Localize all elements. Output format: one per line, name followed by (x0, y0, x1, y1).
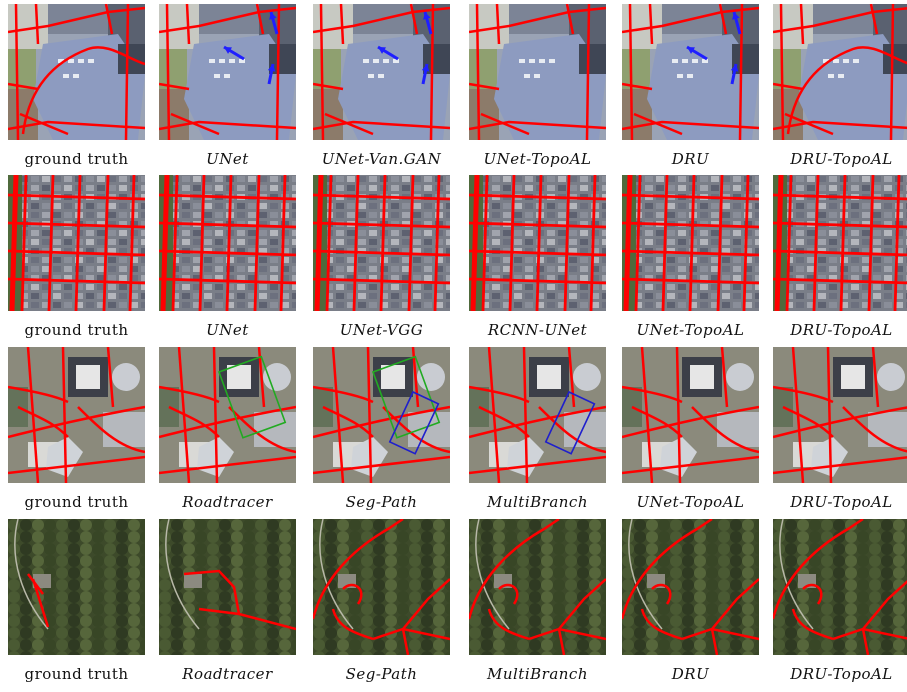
panel-caption: Seg-Path (345, 493, 418, 511)
panel-caption: UNet-VGG (339, 321, 424, 339)
panel-caption: ground truth (24, 665, 129, 683)
panel-caption: DRU-TopoAL (790, 493, 893, 511)
aerial-image (469, 347, 606, 483)
panel-caption: ground truth (24, 150, 129, 168)
aerial-image (8, 4, 145, 140)
aerial-image (8, 175, 145, 311)
aerial-image (159, 4, 296, 140)
panel-caption: UNet-TopoAL (636, 321, 745, 339)
panel-caption: Roadtracer (182, 493, 273, 511)
aerial-image (773, 347, 907, 483)
highlight-arrow (223, 45, 245, 61)
panel-caption: DRU-TopoAL (790, 150, 893, 168)
aerial-image (469, 519, 606, 655)
highlight-box (371, 355, 441, 439)
highlight-arrow (377, 45, 399, 61)
aerial-image (622, 175, 759, 311)
highlight-arrow (730, 63, 739, 85)
panel-caption: DRU (671, 665, 710, 683)
aerial-image (8, 347, 145, 483)
panel-caption: UNet (206, 321, 249, 339)
aerial-image (622, 519, 759, 655)
panel-caption: DRU (671, 150, 710, 168)
highlight-arrow (423, 11, 433, 35)
aerial-image (773, 4, 907, 140)
aerial-image (8, 519, 145, 655)
aerial-image (773, 175, 907, 311)
highlight-arrow (732, 11, 742, 35)
highlight-arrow (686, 45, 708, 61)
panel-caption: ground truth (24, 321, 129, 339)
panel-caption: UNet-TopoAL (483, 150, 592, 168)
panel-caption: UNet-Van.GAN (321, 150, 442, 168)
aerial-image (469, 175, 606, 311)
aerial-image (469, 4, 606, 140)
aerial-image (159, 347, 296, 483)
figure-grid: ground truth UNet UN (8, 4, 907, 688)
panel-caption: MultiBranch (486, 665, 588, 683)
aerial-image (159, 175, 296, 311)
panel-caption: UNet-TopoAL (636, 493, 745, 511)
highlight-box (217, 355, 287, 439)
panel-caption: Roadtracer (182, 665, 273, 683)
panel-caption: UNet (206, 150, 249, 168)
aerial-image (313, 175, 450, 311)
aerial-image (622, 347, 759, 483)
panel-caption: ground truth (24, 493, 129, 511)
aerial-image (313, 4, 450, 140)
aerial-image (622, 4, 759, 140)
panel-caption: RCNN-UNet (487, 321, 588, 339)
highlight-box (544, 390, 596, 455)
aerial-image (159, 519, 296, 655)
panel-caption: DRU-TopoAL (790, 665, 893, 683)
highlight-box (388, 390, 440, 455)
panel-caption: DRU-TopoAL (790, 321, 893, 339)
highlight-arrow (421, 63, 430, 85)
panel-caption: MultiBranch (486, 493, 588, 511)
highlight-arrow (269, 11, 279, 35)
aerial-image (313, 519, 450, 655)
aerial-image (313, 347, 450, 483)
panel-caption: Seg-Path (345, 665, 418, 683)
aerial-image (773, 519, 907, 655)
highlight-arrow (267, 63, 276, 85)
